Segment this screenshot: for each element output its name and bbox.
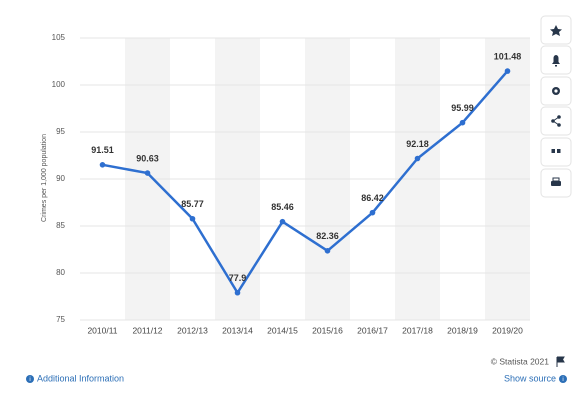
additional-info-text[interactable]: Additional Information	[37, 373, 124, 383]
favorite-button[interactable]	[540, 15, 572, 45]
toolbar	[540, 15, 572, 198]
y-axis-label: Crimes per 1,000 population	[41, 134, 48, 222]
data-label: 95.99	[451, 103, 474, 113]
data-label: 85.77	[181, 199, 204, 209]
y-tick-label: 95	[56, 127, 65, 136]
settings-button[interactable]	[540, 76, 572, 106]
share-button[interactable]	[540, 106, 572, 136]
print-button[interactable]	[540, 168, 572, 198]
data-label: 90.63	[136, 153, 159, 163]
x-tick-label: 2019/20	[492, 325, 523, 335]
y-tick-label: 85	[56, 221, 65, 230]
x-tick-label: 2018/19	[447, 325, 478, 335]
plot: 75 80 85 90 95 100 105 2010/11 2011/12 2012/13 201…	[52, 33, 530, 335]
data-point	[279, 218, 286, 225]
data-point	[459, 119, 466, 126]
x-tick-label: 2011/12	[132, 325, 162, 335]
x-tick-label: 2013/14	[222, 325, 253, 335]
additional-info-link[interactable]: i Additional Information	[26, 373, 124, 383]
data-label: 86.42	[361, 193, 384, 203]
data-label: 92.18	[406, 139, 429, 149]
x-tick-label: 2014/15	[267, 325, 298, 335]
y-tick-label: 105	[52, 33, 66, 42]
y-tick-label: 80	[56, 268, 65, 277]
y-tick-label: 75	[56, 315, 65, 324]
notification-button[interactable]	[540, 45, 572, 75]
data-label: 91.51	[91, 145, 114, 155]
show-source-text[interactable]: Show source	[504, 373, 556, 383]
svg-text:i: i	[562, 377, 563, 383]
x-tick-label: 2016/17	[357, 325, 388, 335]
x-tick-label: 2015/16	[312, 325, 343, 335]
y-tick-label: 100	[52, 80, 66, 89]
y-tick-label: 90	[56, 174, 65, 183]
copyright: © Statista 2021	[491, 356, 550, 366]
data-label: 82.36	[316, 231, 339, 241]
data-point	[189, 215, 196, 222]
show-source-link[interactable]: Show source i	[504, 373, 567, 383]
data-point	[324, 248, 331, 254]
data-line	[102, 70, 509, 294]
cite-button[interactable]	[540, 137, 572, 167]
x-tick-label: 2010/11	[87, 325, 117, 335]
data-label: 77.9	[229, 273, 247, 283]
data-label: 101.48	[494, 51, 522, 61]
x-tick-label: 2012/13	[177, 325, 208, 335]
data-point	[99, 162, 106, 168]
data-point	[504, 68, 511, 74]
svg-text:i: i	[29, 377, 30, 383]
data-point	[234, 289, 241, 296]
data-point	[414, 155, 421, 162]
data-point	[144, 170, 151, 176]
flag-icon	[556, 356, 565, 367]
data-point	[369, 209, 376, 216]
x-tick-label: 2017/18	[402, 325, 433, 335]
data-label: 85.46	[271, 202, 294, 212]
